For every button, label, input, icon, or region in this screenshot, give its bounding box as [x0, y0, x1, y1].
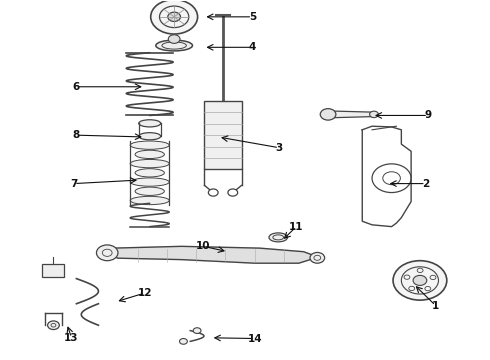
- Circle shape: [151, 0, 197, 34]
- Text: 9: 9: [425, 111, 432, 121]
- Circle shape: [228, 189, 238, 196]
- Ellipse shape: [135, 169, 164, 177]
- Circle shape: [320, 109, 336, 120]
- Ellipse shape: [135, 150, 164, 158]
- Circle shape: [193, 328, 201, 333]
- Circle shape: [157, 24, 164, 30]
- Circle shape: [97, 245, 118, 261]
- Text: 10: 10: [196, 241, 211, 251]
- Text: 11: 11: [289, 222, 303, 231]
- Polygon shape: [103, 246, 318, 263]
- Text: 3: 3: [275, 143, 283, 153]
- Circle shape: [48, 321, 59, 329]
- Text: 7: 7: [70, 179, 78, 189]
- Ellipse shape: [135, 187, 164, 195]
- Text: 4: 4: [248, 42, 256, 52]
- Circle shape: [310, 252, 325, 263]
- Ellipse shape: [156, 40, 193, 51]
- Text: 12: 12: [138, 288, 152, 298]
- Text: 1: 1: [432, 301, 439, 311]
- Circle shape: [208, 189, 218, 196]
- Polygon shape: [42, 264, 64, 277]
- Polygon shape: [323, 111, 376, 118]
- Ellipse shape: [130, 141, 169, 149]
- Circle shape: [168, 35, 180, 43]
- Circle shape: [168, 12, 180, 22]
- Circle shape: [151, 14, 158, 19]
- Ellipse shape: [130, 178, 169, 186]
- Ellipse shape: [139, 133, 161, 140]
- Circle shape: [171, 29, 177, 34]
- Ellipse shape: [130, 159, 169, 168]
- Ellipse shape: [269, 233, 288, 242]
- Text: 2: 2: [422, 179, 429, 189]
- Circle shape: [157, 4, 164, 9]
- Polygon shape: [204, 101, 242, 169]
- Circle shape: [185, 4, 192, 9]
- Circle shape: [171, 0, 177, 5]
- Text: 5: 5: [249, 12, 256, 22]
- Text: 14: 14: [247, 333, 262, 343]
- Circle shape: [369, 111, 378, 118]
- Circle shape: [413, 275, 427, 285]
- Ellipse shape: [139, 120, 161, 127]
- Circle shape: [190, 14, 197, 19]
- Ellipse shape: [130, 196, 169, 204]
- Text: 6: 6: [73, 82, 80, 92]
- Circle shape: [185, 24, 192, 30]
- Circle shape: [393, 261, 447, 300]
- Text: 13: 13: [64, 333, 79, 343]
- Text: 8: 8: [73, 130, 80, 140]
- Circle shape: [179, 338, 187, 344]
